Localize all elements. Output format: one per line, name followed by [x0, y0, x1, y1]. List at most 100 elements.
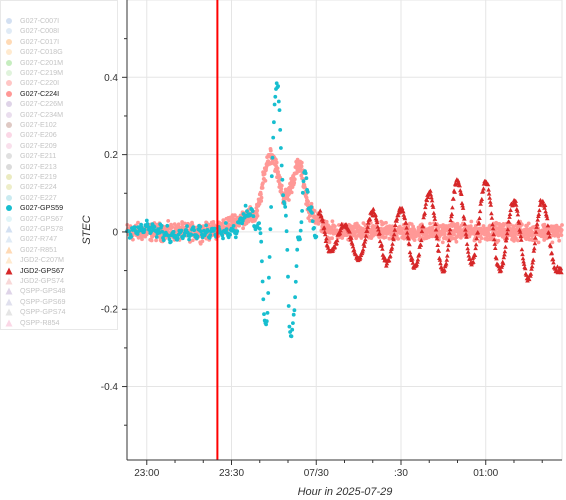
legend-label: G027-E224: [20, 182, 57, 192]
legend-item[interactable]: G027-R747: [4, 234, 57, 244]
data-point: [519, 237, 524, 242]
legend-item[interactable]: QSPP-R854: [4, 318, 60, 328]
legend-item[interactable]: G027-C224I: [4, 89, 59, 99]
data-point: [491, 231, 496, 237]
legend-item[interactable]: G027-E219: [4, 172, 57, 182]
legend-item[interactable]: G027-C201M: [4, 58, 63, 68]
data-point: [500, 261, 506, 266]
data-point: [515, 212, 521, 217]
legend-label: G027-C017I: [20, 36, 60, 46]
data-point: [265, 311, 270, 315]
legend-item[interactable]: G027-E209: [4, 141, 57, 151]
data-point: [199, 229, 204, 234]
legend-item[interactable]: G027-R851: [4, 245, 57, 255]
data-point: [154, 238, 159, 243]
data-point: [445, 236, 449, 240]
legend-item[interactable]: G027-GPS67: [4, 214, 63, 224]
legend-item[interactable]: JGD2-GPS67: [4, 266, 64, 276]
legend-label: G027-E211: [20, 151, 57, 161]
data-point: [446, 238, 452, 243]
legend-item[interactable]: G027-C008I: [4, 26, 59, 36]
legend-item[interactable]: G027-C017I: [4, 37, 59, 47]
data-point: [445, 247, 451, 252]
data-point: [224, 221, 228, 225]
data-point: [447, 227, 453, 232]
data-point: [308, 213, 313, 218]
data-point: [488, 223, 492, 228]
triangle-marker-icon: [4, 286, 14, 296]
data-point: [250, 209, 255, 214]
data-point: [493, 245, 498, 250]
data-point: [131, 237, 135, 242]
data-point: [334, 238, 340, 243]
data-point: [477, 239, 482, 244]
legend-item[interactable]: G027-GPS78: [4, 224, 63, 234]
data-point: [403, 220, 409, 225]
data-point: [507, 214, 512, 219]
data-point: [523, 266, 528, 271]
circle-marker-icon: [4, 120, 14, 130]
data-point: [491, 237, 497, 242]
data-point: [259, 239, 264, 244]
data-point: [255, 208, 260, 213]
data-point: [423, 205, 428, 210]
legend-label: JGD2-C207M: [20, 255, 64, 265]
circle-marker-icon: [4, 58, 14, 68]
data-point: [377, 238, 383, 244]
circle-marker-icon: [4, 99, 14, 109]
data-point: [330, 219, 335, 224]
legend-item[interactable]: QSPP-GPS69: [4, 297, 66, 307]
data-point: [317, 208, 323, 213]
data-point: [502, 252, 507, 257]
legend-item[interactable]: G027-E227: [4, 193, 57, 203]
data-point: [309, 205, 314, 210]
legend-item[interactable]: QSPP-GPS74: [4, 307, 66, 317]
circle-marker-icon: [4, 26, 14, 36]
legend-item[interactable]: JGD2-GPS74: [4, 276, 64, 286]
data-point: [505, 227, 511, 232]
data-point: [257, 221, 261, 226]
data-point: [506, 219, 512, 224]
data-point: [185, 224, 189, 229]
data-point: [190, 238, 195, 243]
data-point: [262, 312, 266, 316]
legend-item[interactable]: G027-E213: [4, 162, 57, 172]
data-point: [475, 230, 481, 235]
legend-item[interactable]: G027-C226M: [4, 99, 63, 109]
legend-item[interactable]: JGD2-C207M: [4, 255, 64, 265]
data-point: [455, 178, 461, 183]
data-point: [200, 239, 205, 244]
data-point: [279, 163, 284, 168]
legend-item[interactable]: G027-E211: [4, 151, 56, 161]
data-point: [362, 239, 368, 244]
data-point: [501, 223, 506, 228]
legend-label: G027-E206: [20, 130, 57, 140]
data-point: [136, 220, 140, 225]
triangle-marker-icon: [4, 245, 14, 255]
legend-item[interactable]: G027-E206: [4, 130, 57, 140]
legend-item[interactable]: QSPP-GPS48: [4, 286, 66, 296]
data-point: [478, 201, 483, 206]
legend-item[interactable]: G027-C220I: [4, 78, 59, 88]
legend-item[interactable]: G027-C007I: [4, 16, 59, 26]
data-point: [298, 228, 303, 233]
legend-item[interactable]: G027-C234M: [4, 110, 63, 120]
data-point: [371, 206, 376, 211]
legend-item[interactable]: G027-C219M: [4, 68, 63, 78]
legend-item[interactable]: G027-GPS59: [4, 203, 63, 213]
legend-item[interactable]: G027-E102: [4, 120, 57, 130]
data-point: [386, 258, 392, 263]
data-point: [282, 201, 287, 206]
data-point: [260, 279, 265, 284]
legend-item[interactable]: G027-E224: [4, 182, 57, 192]
x-tick-label: 23:00: [134, 468, 159, 479]
triangle-marker-icon: [4, 318, 14, 328]
data-point: [406, 236, 411, 241]
data-point: [416, 252, 422, 257]
data-point: [198, 224, 203, 229]
data-point: [422, 210, 427, 215]
legend-item[interactable]: G027-C018G: [4, 47, 63, 57]
data-point: [264, 319, 269, 324]
legend-label: G027-C201M: [20, 57, 64, 67]
data-point: [520, 252, 525, 257]
